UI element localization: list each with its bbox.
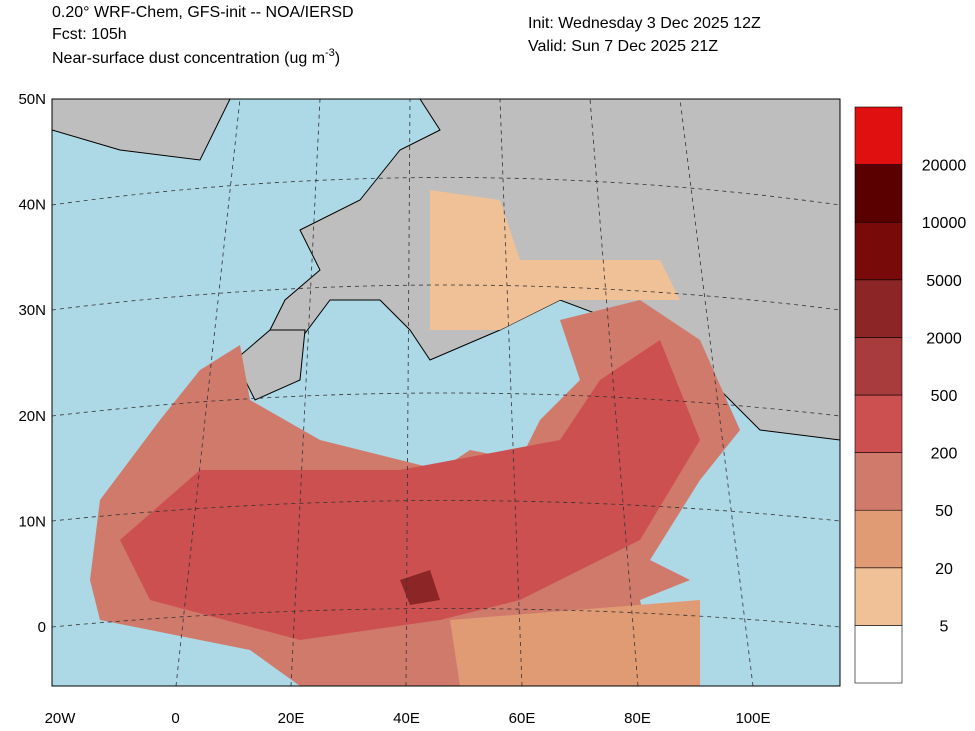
lat-label: 30N — [18, 302, 46, 319]
dust-europe — [430, 190, 680, 330]
colorbar-bin — [854, 279, 903, 338]
greenland — [52, 99, 231, 161]
lon-label: 20W — [45, 710, 77, 726]
graticule — [52, 99, 840, 686]
field-title: Near-surface dust concentration (ug m-3) — [52, 47, 340, 67]
lat-label: 10N — [18, 513, 46, 530]
model-title: 0.20° WRF-Chem, GFS-init -- NOA/IERSD — [52, 4, 354, 21]
colorbar-bin — [854, 394, 903, 453]
colorbar-bin — [854, 567, 903, 626]
colorbar-label: 20 — [935, 561, 953, 578]
colorbar-bin — [854, 221, 903, 281]
map — [52, 99, 840, 686]
lon-label: 80E — [624, 710, 651, 726]
colorbar-label: 2000 — [926, 330, 962, 347]
colorbar-label: 20000 — [922, 158, 967, 175]
lon-label: 0 — [171, 710, 179, 726]
lon-label: 60E — [509, 710, 536, 726]
lat-label: 40N — [18, 197, 46, 214]
colorbar-bin — [854, 509, 903, 569]
dust-peak — [400, 570, 440, 605]
colorbar-label: 10000 — [922, 215, 967, 232]
lon-label: 20E — [278, 710, 305, 726]
colorbar-label: 5 — [940, 618, 949, 635]
colorbar-label: 5000 — [926, 273, 962, 290]
lat-label: 0 — [38, 619, 46, 636]
dust-south — [450, 600, 700, 686]
colorbar-bin — [854, 106, 903, 165]
lat-label: 50N — [18, 91, 46, 108]
colorbar-label: 500 — [931, 388, 958, 405]
colorbar-bin — [854, 337, 903, 396]
map-frame — [51, 98, 841, 687]
colorbar-bin — [854, 164, 903, 223]
colorbar-bin — [854, 625, 903, 684]
colorbar-label: 200 — [931, 446, 958, 463]
colorbar-bin — [854, 452, 903, 511]
init-time: Init: Wednesday 3 Dec 2025 12Z — [528, 15, 761, 32]
lat-label: 20N — [18, 408, 46, 425]
lon-label: 40E — [393, 710, 420, 726]
valid-time: Valid: Sun 7 Dec 2025 21Z — [528, 38, 718, 55]
dust-core — [120, 340, 700, 640]
forecast-hour: Fcst: 105h — [52, 26, 127, 43]
colorbar-label: 50 — [935, 503, 953, 520]
lon-label: 100E — [735, 710, 770, 726]
